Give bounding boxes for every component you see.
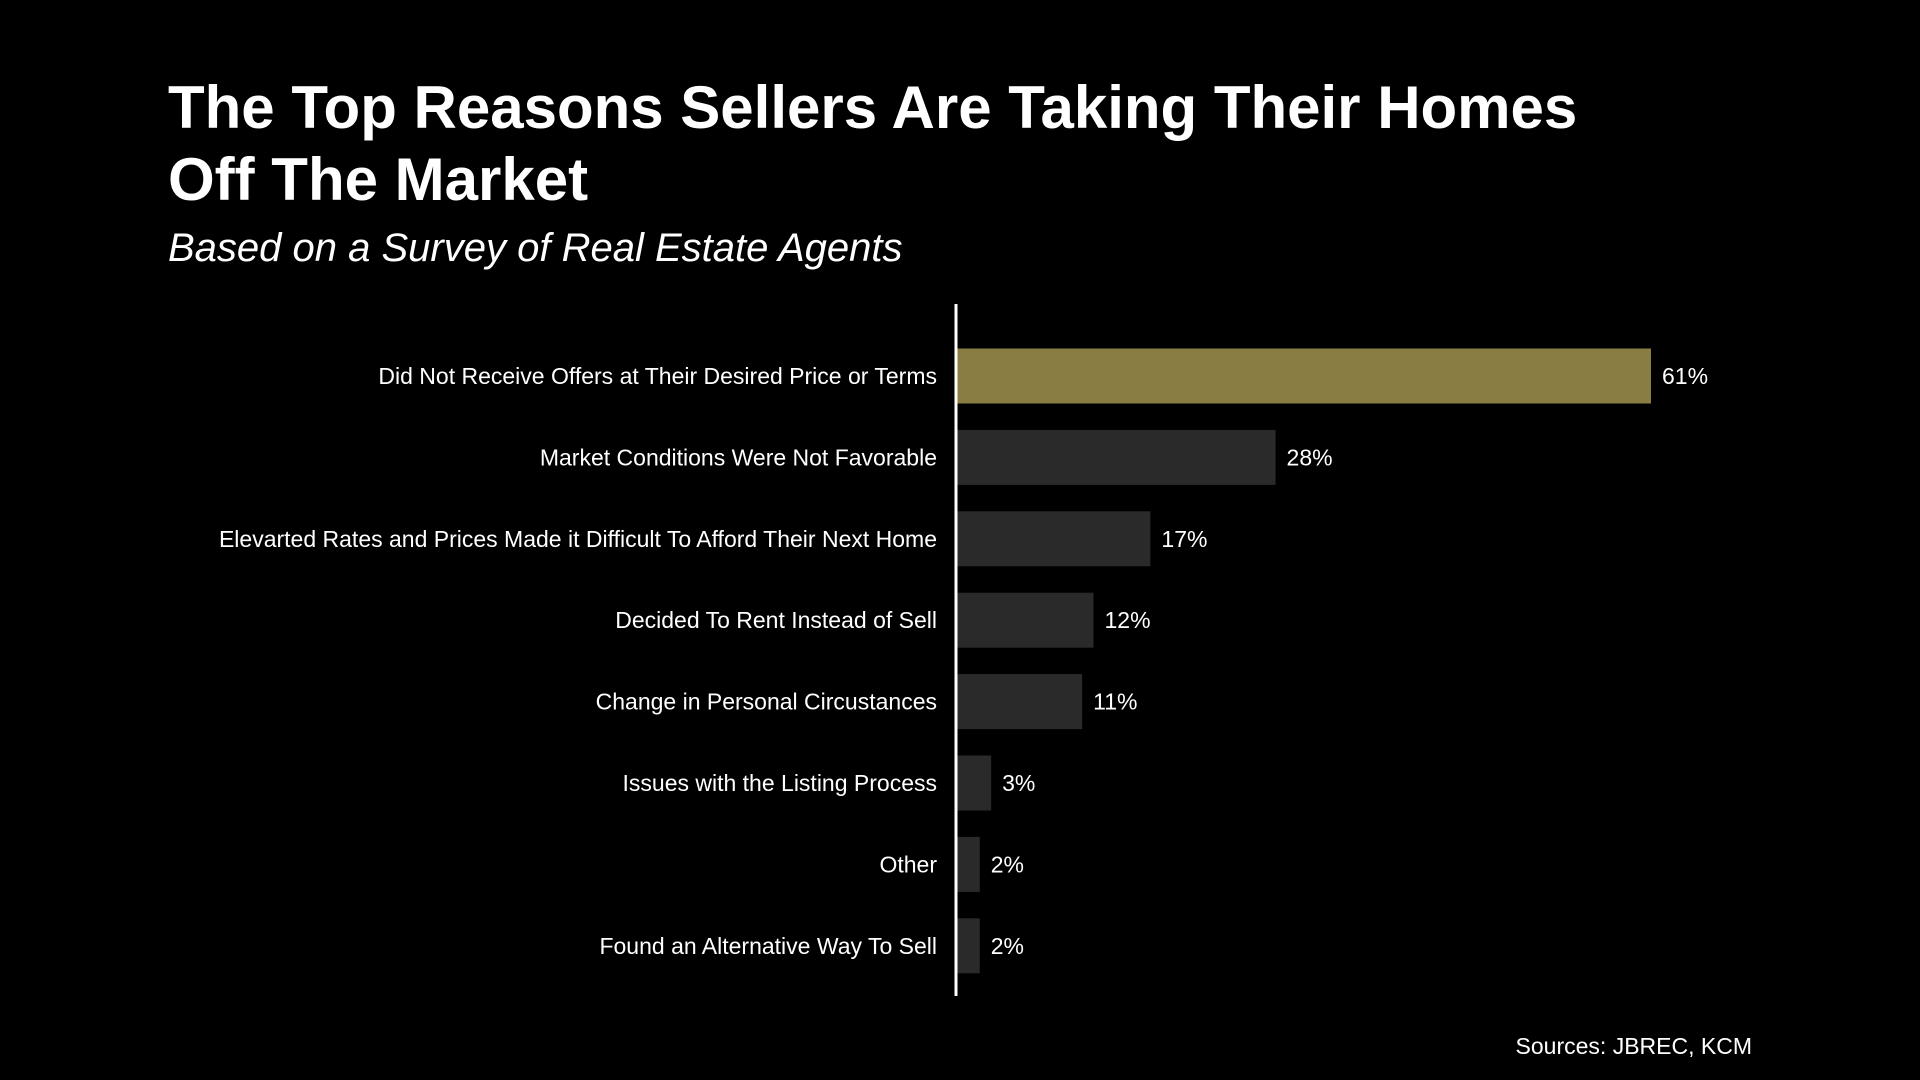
category-label: Change in Personal Circustances: [596, 689, 937, 715]
bar-1: [957, 348, 1651, 404]
category-label: Issues with the Listing Process: [623, 770, 937, 796]
sources-note: Sources: JBREC, KCM: [1515, 1033, 1752, 1059]
value-label: 12%: [1105, 607, 1151, 633]
bar-7: [957, 836, 980, 892]
bar-6: [957, 755, 992, 811]
category-label: Found an Alternative Way To Sell: [599, 933, 937, 959]
category-label: Other: [879, 851, 937, 877]
category-label: Did Not Receive Offers at Their Desired …: [378, 363, 937, 389]
value-label: 11%: [1093, 689, 1137, 715]
category-label: Decided To Rent Instead of Sell: [615, 607, 937, 633]
category-label: Elevarted Rates and Prices Made it Diffi…: [219, 526, 937, 552]
bar-4: [957, 592, 1094, 648]
bar-3: [957, 511, 1151, 567]
chart-subtitle: Based on a Survey of Real Estate Agents: [168, 226, 903, 270]
value-label: 3%: [1002, 770, 1035, 796]
value-label: 2%: [991, 933, 1024, 959]
chart-title: The Top Reasons Sellers Are Taking Their…: [168, 74, 1578, 213]
bar-8: [957, 918, 980, 974]
bar-5: [957, 674, 1083, 730]
value-label: 61%: [1662, 363, 1708, 389]
category-label: Market Conditions Were Not Favorable: [540, 444, 937, 470]
value-label: 17%: [1161, 526, 1207, 552]
bar-2: [957, 429, 1276, 485]
value-label: 2%: [991, 851, 1024, 877]
value-label: 28%: [1287, 444, 1333, 470]
